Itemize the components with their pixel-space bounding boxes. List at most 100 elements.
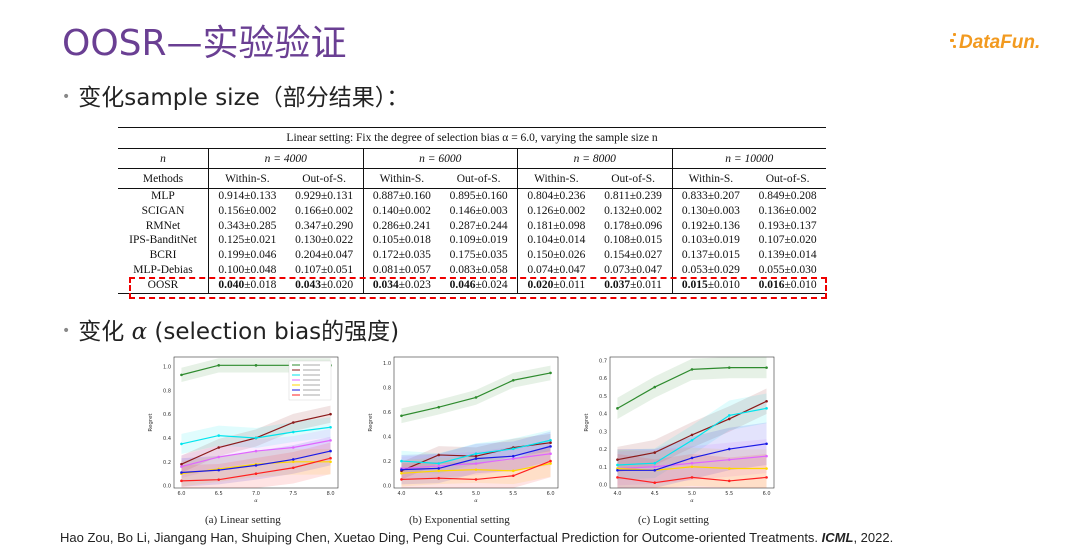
table-cell: 0.136±0.002 [758,204,817,217]
table-cell: 0.166±0.002 [285,203,364,219]
y-tick-label: 0.6 [383,410,391,416]
y-tick-label: 1.0 [383,361,391,367]
data-point [474,457,478,460]
table-cell: 0.140±0.002 [372,204,431,217]
column-header: Out-of-S. [440,168,519,189]
table-row: BCRI 0.199±0.046 0.204±0.047 0.172±0.035 0.1… [118,248,826,263]
plot-exponential-setting: 0.0 0.2 0.4 0.6 0.8 1.0 4.0 4.5 5.0 5.5 6.0 α Regret [368,356,559,504]
data-point [765,476,768,479]
alpha-symbol: α [131,319,148,345]
data-point [511,457,515,460]
table-cell: 0.037±0.011 [594,277,673,294]
table-cell: 0.016±0.010 [749,277,826,294]
table-cell: 0.046±0.024 [440,277,519,294]
method-name: BCRI [118,248,209,263]
data-point [690,368,694,371]
data-point [511,378,515,382]
data-point [549,445,552,448]
group-header: n = 4000 [208,148,364,169]
data-point [254,436,258,440]
data-point [291,421,295,424]
reference-text: Hao Zou, Bo Li, Jiangang Han, Shuiping C… [60,530,822,545]
data-point [727,414,731,417]
data-point [180,465,183,468]
table-cell: 0.100±0.048 [218,263,277,276]
y-tick-label: 0.4 [599,412,607,418]
data-point [180,442,183,446]
table-cell: 0.074±0.047 [527,263,586,276]
data-point [217,455,221,459]
data-point [765,399,768,403]
table-cell: 0.150±0.026 [527,249,586,262]
x-tick-label: 6.0 [177,491,185,497]
x-tick-label: 4.5 [651,491,659,497]
x-tick-label: 5.5 [725,491,733,497]
table-cell: 0.132±0.002 [594,203,673,219]
column-header: Out-of-S. [285,168,364,189]
data-point [549,462,552,465]
series-band [181,436,331,487]
data-point [180,373,183,377]
data-point [180,462,183,466]
data-point [217,468,221,472]
svg-text:DataFun.: DataFun. [959,32,1040,53]
table-row-oosr: OOSR 0.040±0.018 0.043±0.020 0.034±0.023 0.0… [118,277,826,294]
table-cell: 0.156±0.002 [218,204,277,217]
data-point [329,425,332,429]
data-point [765,442,768,446]
table-cell: 0.929±0.131 [285,188,364,204]
data-point [549,459,552,463]
data-point [690,433,694,437]
plot-linear-setting: 0.0 0.2 0.4 0.6 0.8 1.0 6.0 6.5 7.0 7.5 8.0 α Regret [148,356,339,504]
method-name: MLP-Debias [118,262,209,278]
data-point [329,449,332,453]
slide-title: OOSR—实验验证 [62,23,347,64]
x-tick-label: 6.0 [547,491,555,497]
x-tick-label: 6.0 [763,491,771,497]
data-point [765,366,768,369]
data-point [254,472,258,476]
column-header: Out-of-S. [749,168,826,189]
table-cell: 0.104±0.014 [527,234,586,247]
column-header: Within-S. [208,168,286,189]
table-cell: 0.175±0.035 [440,248,519,263]
table-cell: 0.343±0.285 [218,219,277,232]
y-tick-label: 0.6 [599,376,607,382]
data-point [511,469,515,473]
table-cell: 0.849±0.208 [758,190,817,202]
table-cell: 0.103±0.019 [681,234,740,247]
data-point [690,476,694,479]
x-tick-label: 7.0 [252,491,260,497]
table-cell: 0.125±0.021 [218,234,277,247]
method-name: RMNet [118,218,209,234]
data-point [291,458,295,461]
data-point [727,458,731,461]
reference-citation: Hao Zou, Bo Li, Jiangang Han, Shuiping C… [60,530,893,545]
table-cell: 0.043±0.020 [285,277,364,294]
caption-exponential: (b) Exponential setting [409,514,510,526]
data-point [329,460,332,464]
x-tick-label: 8.0 [327,491,335,497]
data-point [329,412,332,416]
table-cell: 0.139±0.014 [758,249,817,262]
bullet-sample-size: • 变化sample size（部分结果）： [62,85,410,111]
data-point [474,462,478,465]
table-cell: 0.081±0.057 [372,263,431,276]
plot-logit-setting: 0.0 0.1 0.2 0.3 0.4 0.5 0.6 0.7 4.0 4.5 5.0 5.5 6.0 α… [584,356,775,504]
data-point [437,476,441,480]
bullet-alpha: • 变化 α (selection bias的强度) [62,319,400,345]
bullet-sample-size-text: 变化sample size（部分结果）： [78,85,410,111]
data-point [727,467,731,470]
data-point [474,452,478,456]
data-point [511,447,515,451]
table-row: MLP 0.914±0.133 0.929±0.131 0.887±0.160 0.89… [118,188,826,204]
data-point [474,454,478,458]
table-cell: 0.073±0.047 [594,262,673,278]
data-point [291,446,295,449]
data-point [616,407,619,410]
table-cell: 0.126±0.002 [527,204,586,217]
data-point [690,438,694,442]
reference-venue: ICML [821,530,854,545]
method-name: MLP [118,188,209,204]
bullet-alpha-prefix: 变化 [78,319,132,345]
